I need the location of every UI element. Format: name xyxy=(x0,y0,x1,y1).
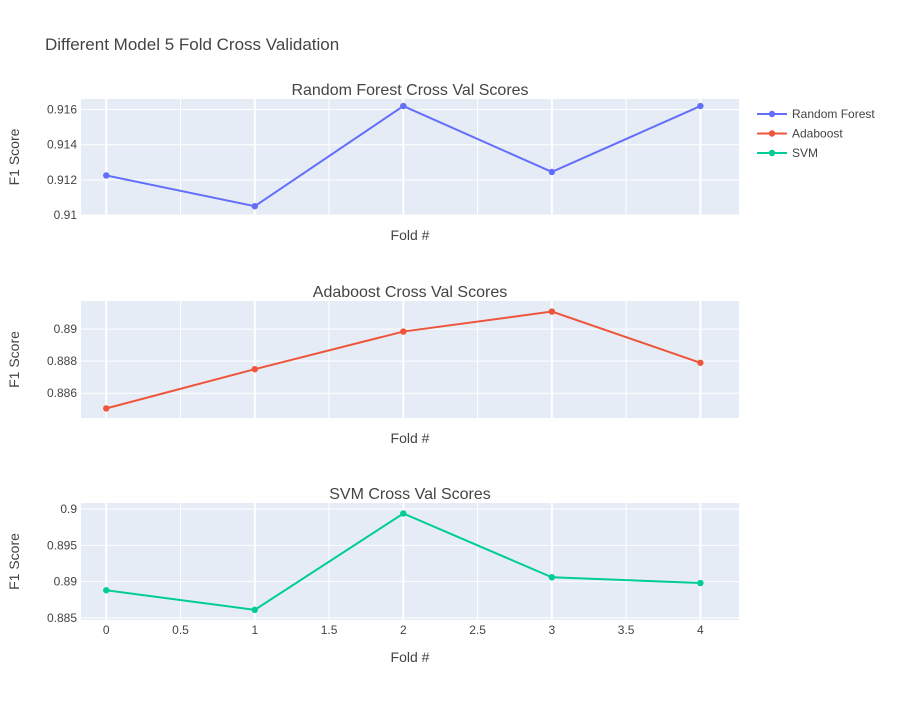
y-tick-label: 0.91 xyxy=(54,208,78,222)
x-axis-title: Fold # xyxy=(391,649,430,665)
legend-marker xyxy=(768,110,776,118)
x-tick-label: 0.5 xyxy=(172,623,189,637)
data-point[interactable] xyxy=(103,587,110,594)
y-tick-label: 0.895 xyxy=(47,538,77,552)
data-point[interactable] xyxy=(251,203,258,210)
legend-marker xyxy=(768,149,776,157)
x-axis-title: Fold # xyxy=(391,430,430,446)
subplot-title: Random Forest Cross Val Scores xyxy=(291,82,528,99)
y-tick-label: 0.888 xyxy=(47,354,77,368)
legend-label: Random Forest xyxy=(792,107,875,121)
data-point[interactable] xyxy=(697,102,704,110)
x-tick-label: 4 xyxy=(697,623,704,637)
data-point[interactable] xyxy=(251,606,258,614)
data-point[interactable] xyxy=(103,405,110,412)
data-point[interactable] xyxy=(548,168,556,176)
x-axis-title: Fold # xyxy=(391,227,430,243)
y-tick-label: 0.886 xyxy=(47,386,77,400)
x-tick-label: 3 xyxy=(549,623,556,637)
legend-item[interactable]: Adaboost xyxy=(757,127,843,141)
subplot-2: 0.886 0.888 0.89 Adaboost Cross Val Scores F… xyxy=(6,284,739,446)
data-point[interactable] xyxy=(548,574,556,581)
plot-area xyxy=(81,301,739,418)
subplot-1: 0.91 0.912 0.914 0.916 Random Forest Cross V… xyxy=(6,82,739,243)
y-tick-label: 0.914 xyxy=(47,138,77,152)
y-axis-title: F1 Score xyxy=(6,128,22,185)
y-tick-label: 0.89 xyxy=(54,575,78,589)
data-point[interactable] xyxy=(103,172,110,179)
legend-item[interactable]: Random Forest xyxy=(757,107,875,121)
y-tick-label: 0.89 xyxy=(54,322,78,336)
x-tick-label: 1 xyxy=(251,623,258,637)
y-tick-label: 0.885 xyxy=(47,611,77,625)
data-point[interactable] xyxy=(697,579,704,587)
x-tick-label: 0 xyxy=(103,623,110,637)
y-axis-title: F1 Score xyxy=(6,331,22,388)
legend-marker xyxy=(768,130,776,137)
y-tick-label: 0.912 xyxy=(47,173,77,187)
legend[interactable]: Random Forest Adaboost SVM xyxy=(757,107,875,160)
figure-title: Different Model 5 Fold Cross Validation xyxy=(45,35,339,54)
data-point[interactable] xyxy=(400,510,407,517)
data-point[interactable] xyxy=(400,102,407,110)
data-point[interactable] xyxy=(548,308,556,315)
plot-area xyxy=(81,503,739,620)
y-tick-label: 0.9 xyxy=(60,502,77,516)
subplot-3: 0.885 0.89 0.895 0.9 0 0.5 1 1.5 2 2.5 3 3.5 4 SVM Cr… xyxy=(6,486,739,665)
x-tick-label: 1.5 xyxy=(321,623,338,637)
data-point[interactable] xyxy=(400,328,407,335)
y-axis-title: F1 Score xyxy=(6,533,22,590)
data-point[interactable] xyxy=(697,359,704,366)
x-tick-label: 2 xyxy=(400,623,407,637)
y-tick-label: 0.916 xyxy=(47,103,77,117)
subplot-title: SVM Cross Val Scores xyxy=(329,486,491,503)
legend-label: SVM xyxy=(792,146,818,160)
x-tick-label: 2.5 xyxy=(469,623,486,637)
x-tick-label: 3.5 xyxy=(618,623,635,637)
data-point[interactable] xyxy=(251,365,258,373)
subplot-title: Adaboost Cross Val Scores xyxy=(313,284,507,301)
legend-label: Adaboost xyxy=(792,127,843,141)
legend-item[interactable]: SVM xyxy=(757,146,818,160)
plot-area xyxy=(81,99,739,215)
